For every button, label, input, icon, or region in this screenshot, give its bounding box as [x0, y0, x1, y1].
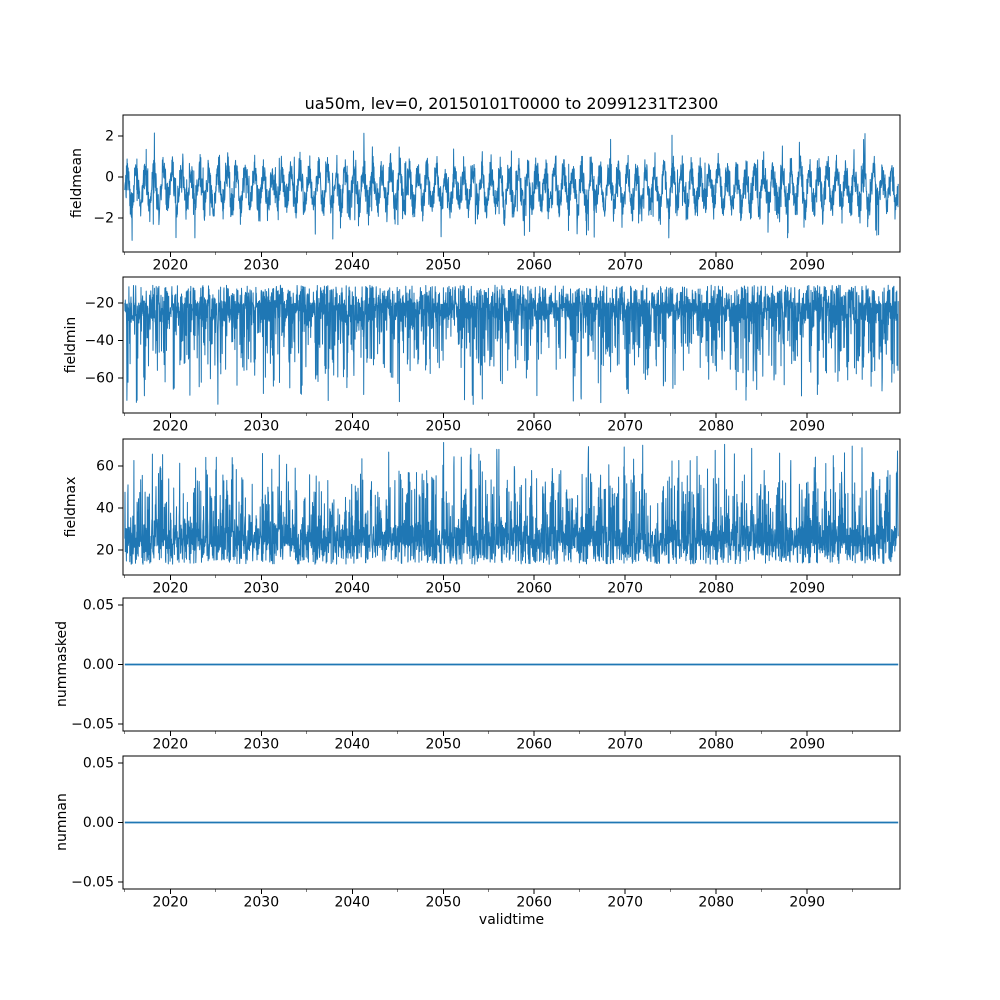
- x-tick-label: 2040: [334, 895, 370, 911]
- x-tick-label: 2060: [516, 737, 552, 753]
- x-tick-label: 2030: [243, 581, 279, 597]
- x-tick-label: 2050: [425, 419, 461, 435]
- x-tick-label: 2030: [243, 419, 279, 435]
- panel-fieldmax: 2020 2030 2040 2050 2060 2070 2080 2090 60 40 20: [96, 438, 901, 597]
- ylabel-nummasked: nummasked: [54, 620, 70, 708]
- x-tick-label: 2060: [516, 419, 552, 435]
- ylabel-fieldmax: fieldmax: [63, 476, 79, 538]
- panel-fieldmean: 2020 2030 2040 2050 2060 2070 2080 2090 2 0 −2: [93, 114, 901, 274]
- x-tick-label: 2050: [425, 258, 461, 274]
- y-tick-label: −60: [84, 370, 114, 386]
- y-tick-label: −0.05: [71, 717, 114, 733]
- y-tick-label: 0.05: [83, 755, 114, 771]
- x-tick-label: 2040: [334, 737, 370, 753]
- x-tick-label: 2040: [334, 581, 370, 597]
- y-tick-label: 0: [105, 169, 114, 185]
- x-tick-label: 2070: [607, 419, 643, 435]
- x-tick-label: 2070: [607, 895, 643, 911]
- panel-box: [122, 114, 901, 253]
- x-tick-label: 2080: [698, 895, 734, 911]
- series-line-fieldmean: [124, 132, 899, 241]
- y-tick-label: 60: [96, 459, 114, 475]
- x-tick-label: 2090: [789, 419, 825, 435]
- x-tick-label: 2080: [698, 737, 734, 753]
- panel-box: [122, 276, 901, 414]
- x-tick-label: 2020: [152, 258, 188, 274]
- series-line-fieldmin: [124, 284, 899, 405]
- x-tick-label: 2050: [425, 895, 461, 911]
- y-tick-label: −20: [84, 296, 114, 312]
- x-tick-label: 2050: [425, 581, 461, 597]
- x-tick-label: 2070: [607, 737, 643, 753]
- x-tick-label: 2090: [789, 737, 825, 753]
- x-tick-label: 2060: [516, 581, 552, 597]
- y-tick-label: 0.00: [83, 815, 114, 831]
- panel-nummasked: 2020 2030 2040 2050 2060 2070 2080 2090 0.05 0.00…: [71, 597, 901, 753]
- x-tick-label: 2060: [516, 258, 552, 274]
- x-tick-label: 2030: [243, 258, 279, 274]
- x-tick-label: 2060: [516, 895, 552, 911]
- panel-box: [122, 438, 901, 576]
- x-tick-label: 2090: [789, 581, 825, 597]
- x-tick-label: 2080: [698, 419, 734, 435]
- y-tick-label: 40: [96, 501, 114, 517]
- y-tick-label: −2: [93, 210, 114, 226]
- x-tick-label: 2080: [698, 581, 734, 597]
- y-tick-label: 0.05: [83, 597, 114, 613]
- panel-numnan: 2020 2030 2040 2050 2060 2070 2080 2090 0.05 0.00…: [71, 755, 901, 911]
- x-tick-label: 2020: [152, 419, 188, 435]
- y-tick-label: 2: [105, 128, 114, 144]
- x-tick-label: 2070: [607, 258, 643, 274]
- x-tick-label: 2080: [698, 258, 734, 274]
- xlabel-validtime: validtime: [478, 912, 545, 928]
- x-tick-label: 2090: [789, 258, 825, 274]
- x-tick-label: 2070: [607, 581, 643, 597]
- x-tick-label: 2020: [152, 737, 188, 753]
- y-tick-label: 20: [96, 543, 114, 559]
- x-tick-label: 2050: [425, 737, 461, 753]
- x-tick-label: 2020: [152, 895, 188, 911]
- ylabel-numnan: numnan: [54, 793, 70, 851]
- x-tick-label: 2020: [152, 581, 188, 597]
- ylabel-fieldmin: fieldmin: [63, 316, 79, 374]
- x-tick-label: 2040: [334, 258, 370, 274]
- x-tick-label: 2090: [789, 895, 825, 911]
- series-line-fieldmax: [124, 442, 899, 565]
- y-tick-label: −40: [84, 333, 114, 349]
- chart-title: ua50m, lev=0, 20150101T0000 to 20991231T…: [304, 94, 719, 113]
- x-tick-label: 2030: [243, 895, 279, 911]
- panel-fieldmin: 2020 2030 2040 2050 2060 2070 2080 2090 −20 −40 −6…: [84, 276, 901, 435]
- x-tick-label: 2030: [243, 737, 279, 753]
- x-tick-label: 2040: [334, 419, 370, 435]
- y-tick-label: 0.00: [83, 657, 114, 673]
- ylabel-fieldmean: fieldmean: [69, 148, 85, 218]
- y-tick-label: −0.05: [71, 875, 114, 891]
